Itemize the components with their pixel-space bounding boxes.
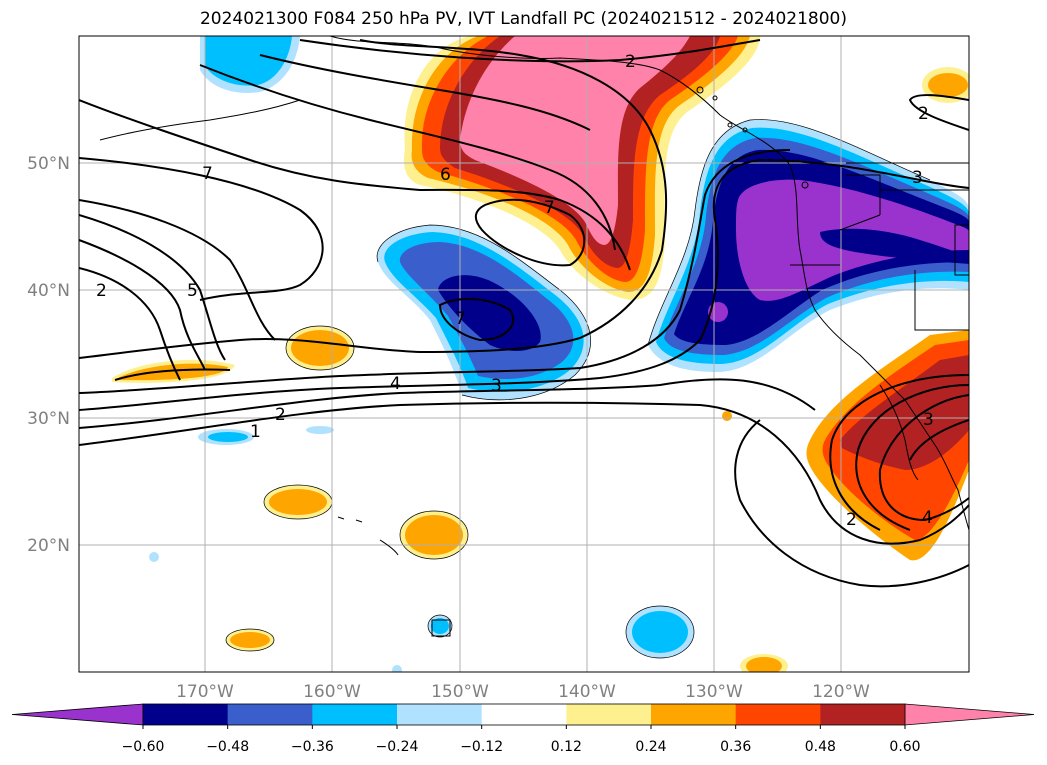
negative-anomaly-central-pacific [377, 225, 591, 400]
colorbar-tick-label: −0.60 [122, 739, 165, 755]
contour-label: 3 [912, 168, 923, 188]
pv-contours [79, 39, 969, 588]
map-panel: 2 7 6 7 2 5 7 4 3 2 1 2 2 3 4 3 [79, 36, 969, 672]
coastlines [99, 36, 969, 637]
colorbar-tick-label: −0.12 [460, 739, 503, 755]
lon-label: 150°W [431, 682, 489, 702]
lat-label: 50°N [27, 154, 70, 174]
colorbar-frame [142, 703, 906, 726]
contour-label: 2 [625, 52, 636, 72]
negative-anomaly-small-blobs [149, 36, 694, 672]
contour-label: 2 [96, 281, 107, 301]
contour-label: 2 [846, 510, 857, 530]
longitude-labels: 170°W 160°W 150°W 140°W 130°W 120°W [176, 682, 870, 702]
lat-label: 30°N [27, 409, 70, 429]
contour-label: 4 [390, 374, 401, 394]
lon-label: 130°W [685, 682, 743, 702]
colorbar-segment [820, 704, 906, 725]
negative-anomaly-west-us [648, 119, 969, 372]
colorbar-tick-label: 0.24 [635, 739, 666, 755]
lon-label: 120°W [812, 682, 870, 702]
contour-label: 5 [187, 281, 198, 301]
lat-label: 40°N [27, 281, 70, 301]
contour-label: 7 [544, 198, 555, 218]
colorbar-segment [735, 704, 821, 725]
lon-label: 160°W [303, 682, 361, 702]
colorbar-segment [566, 704, 652, 725]
contour-label: 1 [250, 422, 261, 442]
lat-label: 20°N [27, 536, 70, 556]
colorbar-tick-label: −0.24 [376, 739, 419, 755]
contour-label: 4 [922, 508, 933, 528]
colorbar-tick-label: 0.12 [551, 739, 582, 755]
contour-label: 3 [491, 376, 502, 396]
colorbar-tick-label: 0.60 [889, 739, 920, 755]
colorbar-segment [481, 704, 567, 725]
colorbar-tick-label: −0.48 [206, 739, 249, 755]
colorbar-tick-label: 0.48 [805, 739, 836, 755]
gridlines [79, 36, 969, 672]
contour-label: 2 [918, 104, 929, 124]
colorbar-extend-high [904, 703, 1035, 726]
contour-label: 3 [923, 410, 934, 430]
colorbar-segment [312, 704, 398, 725]
contour-label: 6 [440, 165, 451, 185]
positive-anomaly-baja [806, 330, 969, 561]
colorbar-labels: −0.60 −0.48 −0.36 −0.24 −0.12 0.12 0.24 … [122, 739, 921, 755]
latitude-labels: 50°N 40°N 30°N 20°N [27, 154, 70, 556]
colorbar [11, 703, 1035, 729]
lon-label: 170°W [176, 682, 234, 702]
map-frame [78, 35, 970, 673]
lon-label: 140°W [558, 682, 616, 702]
contour-label: 2 [275, 405, 286, 425]
colorbar-tick-label: −0.36 [291, 739, 334, 755]
colorbar-segment [651, 704, 737, 725]
colorbar-segment [227, 704, 313, 725]
map-title: 2024021300 F084 250 hPa PV, IVT Landfall… [199, 9, 847, 29]
contour-labels: 2 7 6 7 2 5 7 4 3 2 1 2 2 3 4 3 [96, 52, 934, 530]
contour-label: 7 [202, 164, 213, 184]
colorbar-tick-label: 0.36 [720, 739, 751, 755]
colorbar-segment [143, 704, 229, 725]
colorbar-segment [397, 704, 483, 725]
contour-label: 7 [455, 309, 466, 329]
colorbar-extend-low [11, 703, 144, 726]
